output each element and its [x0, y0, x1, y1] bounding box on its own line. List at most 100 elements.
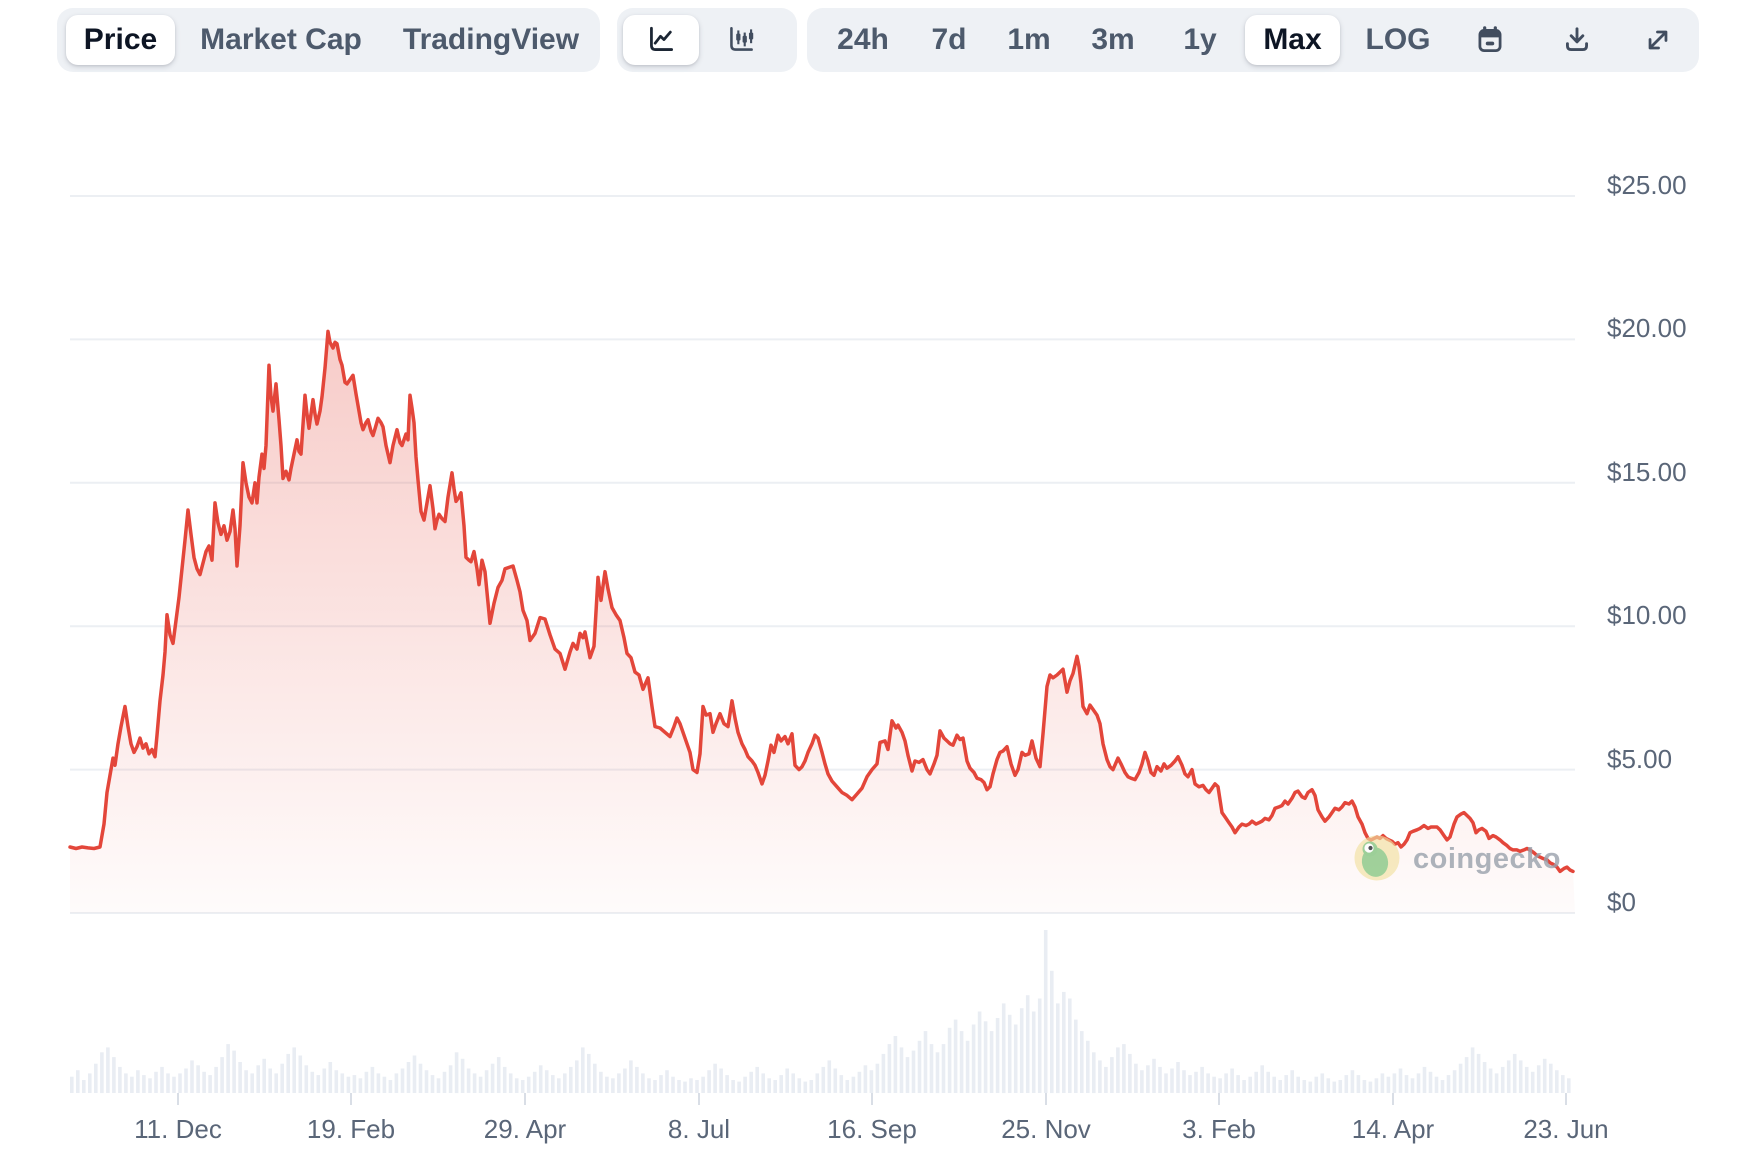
volume-bar — [1062, 991, 1066, 1093]
volume-bar — [749, 1071, 753, 1093]
volume-bar — [845, 1080, 850, 1093]
volume-bar — [352, 1075, 357, 1093]
x-axis-tick — [1392, 1093, 1394, 1105]
volume-bar — [1194, 1071, 1198, 1093]
tab-price[interactable]: Price — [66, 15, 175, 65]
volume-bar — [436, 1078, 441, 1093]
volume-bar — [1476, 1053, 1481, 1093]
volume-bar — [1128, 1053, 1132, 1093]
tab-market-cap[interactable]: Market Cap — [189, 15, 373, 65]
x-axis-tick — [1218, 1093, 1220, 1105]
expand-fullscreen-button[interactable] — [1635, 15, 1681, 65]
line-chart-icon — [650, 26, 674, 51]
volume-bar — [1212, 1076, 1216, 1093]
volume-bar — [1266, 1071, 1270, 1093]
volume-bar — [508, 1073, 513, 1093]
volume-bar — [1104, 1066, 1108, 1093]
volume-bar — [1380, 1073, 1385, 1093]
volume-bar — [1224, 1073, 1228, 1093]
range-1m-button[interactable]: 1m — [1002, 15, 1056, 65]
volume-bar — [1567, 1078, 1571, 1093]
x-axis-label: 29. Apr — [483, 1114, 567, 1144]
volume-bar — [1001, 1003, 1006, 1094]
volume-bar — [142, 1075, 146, 1093]
line-chart-type-button[interactable] — [623, 15, 699, 65]
volume-bar — [623, 1068, 627, 1093]
volume-bar — [1555, 1070, 1559, 1093]
volume-bar — [1176, 1062, 1180, 1093]
volume-bar — [1536, 1065, 1541, 1093]
volume-bar — [520, 1080, 525, 1093]
volume-bar — [1164, 1073, 1168, 1093]
volume-bar — [1500, 1066, 1505, 1093]
x-axis-tick — [1045, 1093, 1047, 1105]
tab-tradingview[interactable]: TradingView — [393, 15, 589, 65]
volume-bar — [526, 1076, 531, 1093]
x-axis-label: 8. Jul — [667, 1114, 731, 1144]
log-scale-button[interactable]: LOG — [1361, 15, 1435, 65]
volume-bar — [1140, 1070, 1144, 1093]
range-max-button[interactable]: Max — [1245, 15, 1340, 65]
volume-bar — [983, 1021, 988, 1093]
volume-bar — [202, 1071, 206, 1093]
volume-bar — [442, 1071, 447, 1093]
volume-bar — [857, 1071, 862, 1093]
volume-bar — [653, 1080, 657, 1093]
volume-bar — [1320, 1073, 1325, 1093]
volume-bar — [833, 1068, 838, 1093]
volume-bar — [1122, 1044, 1126, 1093]
volume-bar — [1530, 1071, 1535, 1093]
volume-bar — [322, 1068, 327, 1093]
volume-bar — [172, 1076, 176, 1093]
volume-bar — [587, 1053, 591, 1093]
volume-bar — [797, 1078, 802, 1093]
volume-bar — [809, 1080, 814, 1093]
volume-bar — [1416, 1073, 1421, 1093]
volume-bar — [617, 1073, 621, 1093]
volume-bar — [1314, 1076, 1319, 1093]
candlestick-chart-type-button[interactable] — [703, 15, 779, 65]
calendar-button[interactable] — [1467, 15, 1513, 65]
volume-bar — [448, 1065, 453, 1093]
volume-bar — [358, 1078, 363, 1093]
volume-bar — [1362, 1080, 1367, 1093]
range-24h-button[interactable]: 24h — [831, 15, 895, 65]
volume-bar — [767, 1078, 771, 1093]
volume-bar — [1242, 1080, 1246, 1093]
download-button[interactable] — [1554, 15, 1600, 65]
range-7d-button[interactable]: 7d — [924, 15, 974, 65]
volume-bar — [899, 1047, 904, 1093]
volume-bar — [82, 1080, 86, 1093]
volume-bar — [839, 1075, 844, 1093]
volume-bar — [893, 1036, 898, 1093]
volume-bar — [791, 1073, 795, 1093]
volume-bar — [382, 1076, 387, 1093]
volume-bar — [911, 1050, 916, 1093]
volume-bar — [635, 1066, 639, 1093]
volume-bar — [917, 1040, 922, 1093]
volume-bar — [1290, 1070, 1294, 1093]
volume-bar — [226, 1044, 230, 1093]
volume-bar — [1019, 1008, 1024, 1093]
volume-bar — [478, 1076, 483, 1093]
volume-bar — [286, 1053, 290, 1093]
volume-bar — [641, 1073, 645, 1093]
volume-bar — [334, 1070, 339, 1093]
range-1y-button[interactable]: 1y — [1177, 15, 1223, 65]
volume-bar — [1470, 1047, 1475, 1093]
volume-bar — [256, 1065, 260, 1093]
range-3m-button[interactable]: 3m — [1086, 15, 1140, 65]
volume-bar — [1308, 1081, 1313, 1093]
volume-bar — [737, 1081, 741, 1093]
volume-bar — [1506, 1060, 1511, 1093]
volume-bar — [1037, 998, 1042, 1093]
volume-bar — [1218, 1078, 1222, 1093]
volume-bar — [785, 1068, 789, 1093]
volume-bar — [821, 1066, 826, 1093]
x-axis-label: 25. Nov — [1001, 1114, 1091, 1144]
volume-bar — [1098, 1060, 1102, 1093]
volume-bar — [400, 1068, 405, 1093]
download-icon — [1566, 27, 1588, 51]
volume-bar — [1428, 1071, 1433, 1093]
